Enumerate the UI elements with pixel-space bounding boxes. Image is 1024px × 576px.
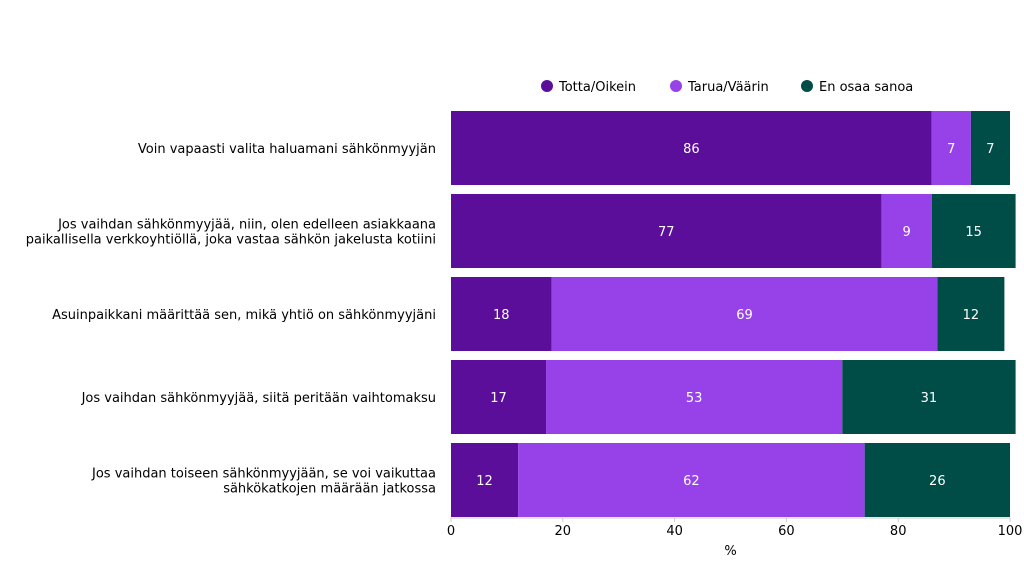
category-label-line: Jos vaihdan toiseen sähkönmyyjään, se vo… (91, 467, 436, 482)
data-label: 77 (658, 225, 675, 240)
bar-segment-tarua-vaarin (546, 360, 843, 434)
bar-segment-en-osaa-sanoa (864, 443, 1010, 517)
category-label-line: Asuinpaikkani määrittää sen, mikä yhtiö … (52, 308, 436, 323)
category-label-line: sähkökatkojen määrään jatkossa (223, 482, 436, 497)
legend-item-totta-oikein: Totta/Oikein (541, 80, 636, 95)
legend-item-tarua-vaarin: Tarua/Väärin (670, 80, 769, 95)
bar-segment-totta-oikein (451, 111, 932, 185)
legend-swatch (541, 80, 553, 92)
category-label: Jos vaihdan toiseen sähkönmyyjään, se vo… (91, 467, 436, 497)
legend-label: Totta/Oikein (558, 80, 636, 95)
bar-row: 77 9 15 (451, 194, 1016, 268)
data-label: 26 (929, 474, 946, 489)
bar-segment-tarua-vaarin (518, 443, 865, 517)
bar-segment-en-osaa-sanoa (970, 111, 1010, 185)
x-tick-label: 60 (778, 524, 795, 539)
x-axis-title: % (724, 544, 736, 559)
bar-row: 86 7 7 (451, 111, 1010, 185)
bar-segment-tarua-vaarin (881, 194, 932, 268)
category-label: Jos vaihdan sähkönmyyjää, siitä peritään… (81, 391, 436, 406)
category-label: Jos vaihdan sähkönmyyjää, niin, olen ede… (26, 218, 436, 248)
bar-segment-tarua-vaarin (931, 111, 971, 185)
legend-label: En osaa sanoa (819, 80, 913, 95)
bar-row: 12 62 26 (451, 443, 1010, 517)
data-label: 31 (921, 391, 938, 406)
data-label: 9 (902, 225, 910, 240)
category-label: Voin vapaasti valita haluamani sähkönmyy… (138, 142, 436, 157)
legend-item-en-osaa-sanoa: En osaa sanoa (801, 80, 913, 95)
legend-swatch (670, 80, 682, 92)
x-tick-label: 40 (666, 524, 683, 539)
bar-segment-en-osaa-sanoa (842, 360, 1016, 434)
x-axis: 0 20 40 60 80 100% (447, 517, 1023, 559)
data-label: 7 (947, 142, 955, 157)
bar-segment-en-osaa-sanoa (937, 277, 1005, 351)
data-label: 69 (736, 308, 753, 323)
legend-swatch (801, 80, 813, 92)
x-tick-label: 20 (555, 524, 572, 539)
data-label: 62 (683, 474, 700, 489)
data-label: 12 (963, 308, 980, 323)
bar-segment-en-osaa-sanoa (931, 194, 1016, 268)
data-label: 17 (490, 391, 507, 406)
category-labels: Voin vapaasti valita haluamani sähkönmyy… (26, 142, 436, 497)
bar-segment-totta-oikein (451, 360, 547, 434)
data-label: 18 (493, 308, 510, 323)
category-label-line: paikallisella verkkoyhtiöllä, joka vasta… (26, 233, 436, 248)
category-label-line: Jos vaihdan sähkönmyyjää, niin, olen ede… (57, 218, 436, 233)
data-label: 53 (686, 391, 703, 406)
bar-segment-totta-oikein (451, 443, 519, 517)
category-label-line: Voin vapaasti valita haluamani sähkönmyy… (138, 142, 436, 157)
bar-segment-totta-oikein (451, 277, 552, 351)
bar-row: 18 69 12 (451, 277, 1005, 351)
x-tick-label: 0 (447, 524, 455, 539)
category-label-line: Jos vaihdan sähkönmyyjää, siitä peritään… (81, 391, 436, 406)
data-label: 12 (476, 474, 493, 489)
bar-segment-totta-oikein (451, 194, 882, 268)
category-label: Asuinpaikkani määrittää sen, mikä yhtiö … (52, 308, 436, 323)
bar-row: 17 53 31 (451, 360, 1016, 434)
legend: Totta/Oikein Tarua/Väärin En osaa sanoa (541, 80, 913, 95)
legend-label: Tarua/Väärin (687, 80, 769, 95)
x-tick-label: 80 (890, 524, 907, 539)
data-label: 7 (986, 142, 994, 157)
x-tick-label: 100 (998, 524, 1023, 539)
data-label: 86 (683, 142, 700, 157)
data-label: 15 (965, 225, 982, 240)
bar-segment-tarua-vaarin (551, 277, 938, 351)
